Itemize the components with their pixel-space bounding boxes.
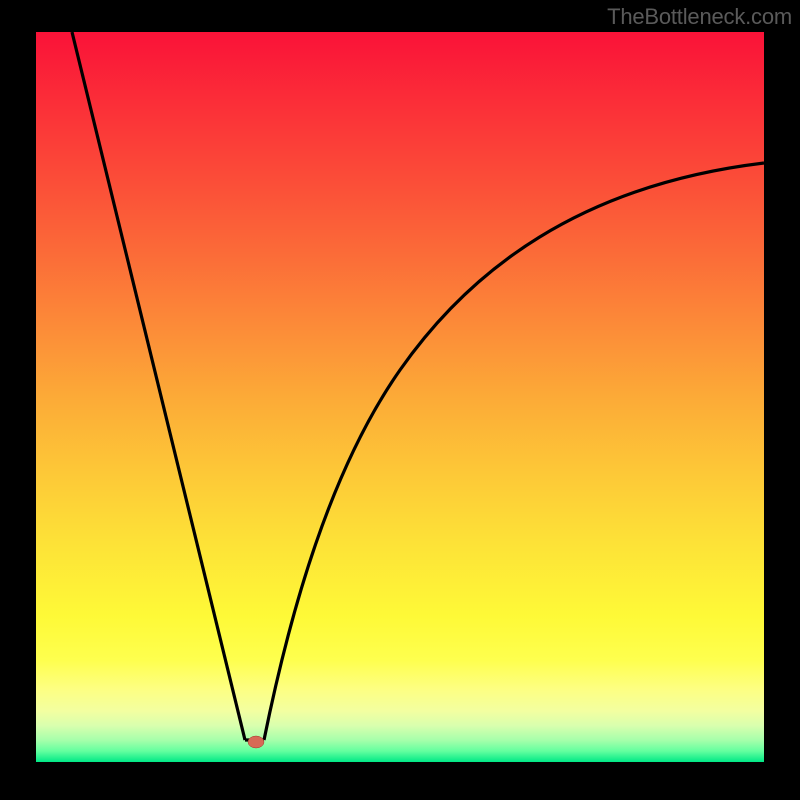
- bottleneck-chart: [0, 0, 800, 800]
- figure-container: TheBottleneck.com: [0, 0, 800, 800]
- watermark-label: TheBottleneck.com: [607, 0, 800, 32]
- optimal-point-marker: [248, 736, 264, 748]
- plot-background: [36, 32, 764, 762]
